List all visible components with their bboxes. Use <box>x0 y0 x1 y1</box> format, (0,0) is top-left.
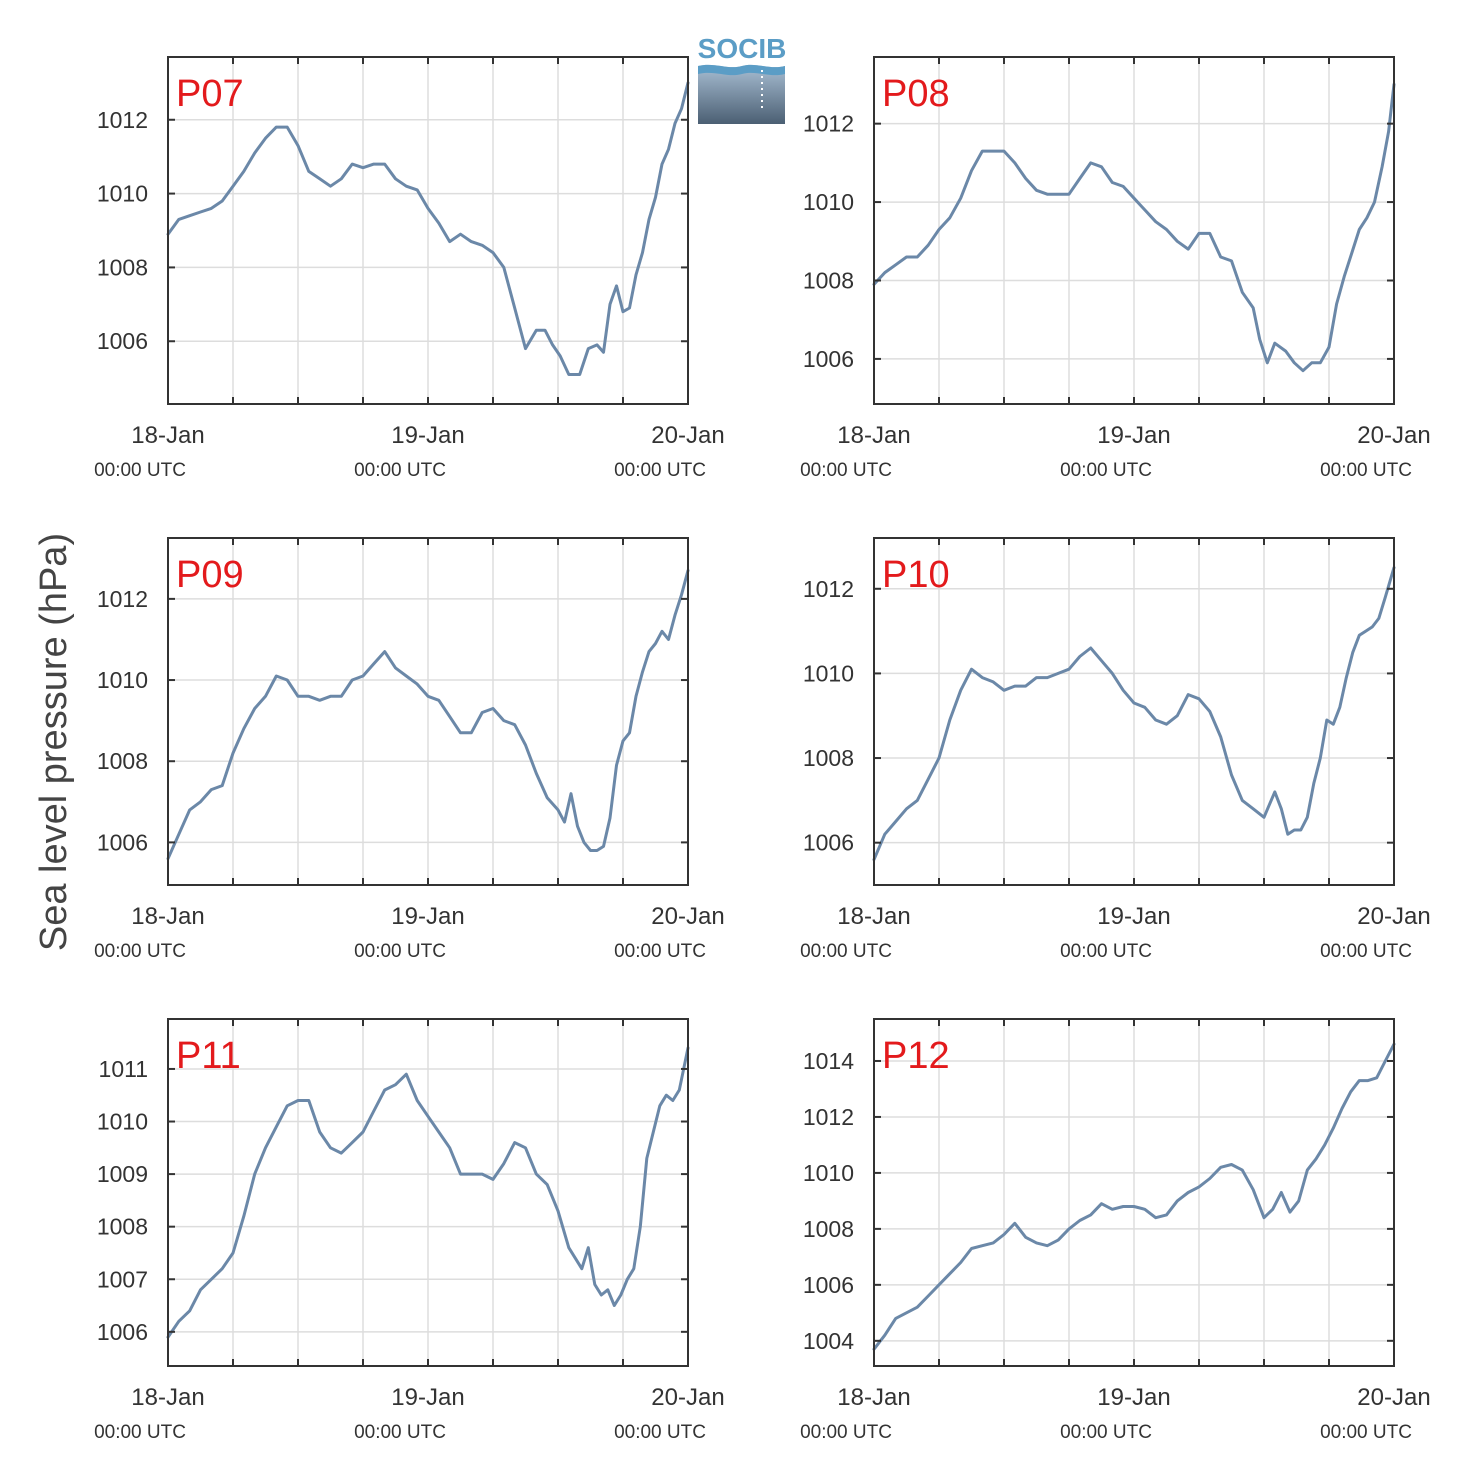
x-tick-label-date: 19-Jan <box>1097 903 1170 930</box>
panel-title: P08 <box>882 73 950 115</box>
logo-text: SOCIB <box>698 33 787 64</box>
x-tick-label-time: 00:00 UTC <box>1320 941 1412 962</box>
y-tick-label: 1012 <box>97 586 148 612</box>
x-tick-label-date: 18-Jan <box>131 903 204 930</box>
y-tick-label: 1012 <box>803 111 854 137</box>
x-tick-label-time: 00:00 UTC <box>1060 1422 1152 1443</box>
panel-title: P07 <box>176 73 244 115</box>
y-tick-label: 1012 <box>97 107 148 133</box>
y-tick-label: 1010 <box>803 189 854 215</box>
y-tick-label: 1014 <box>803 1048 854 1074</box>
x-tick-label-time: 00:00 UTC <box>1320 460 1412 481</box>
y-tick-label: 1009 <box>97 1161 148 1187</box>
x-tick-label-time: 00:00 UTC <box>354 460 446 481</box>
x-tick-label-time: 00:00 UTC <box>800 460 892 481</box>
panel-title: P10 <box>882 554 950 596</box>
x-tick-label-date: 18-Jan <box>837 1384 910 1411</box>
x-tick-label-time: 00:00 UTC <box>1320 1422 1412 1443</box>
y-tick-label: 1006 <box>97 829 148 855</box>
series-line <box>166 1046 690 1339</box>
series-line <box>166 81 690 376</box>
x-tick-label-date: 20-Jan <box>651 422 724 449</box>
x-tick-label-date: 20-Jan <box>1357 1384 1430 1411</box>
panel-p11: 1006 1007 1008 1009 1010 1011 18-Jan 00:00 UTC 1… <box>94 1018 725 1443</box>
x-tick-label-date: 18-Jan <box>131 1384 204 1411</box>
y-tick-label: 1010 <box>97 181 148 207</box>
y-tick-label: 1010 <box>97 667 148 693</box>
panels: 1006 1008 1010 1012 18-Jan 00:00 UTC 19-Jan 00:… <box>94 56 1431 1443</box>
x-tick-label-date: 20-Jan <box>651 903 724 930</box>
socib-logo: SOCIB <box>698 33 787 124</box>
logo-wave-top <box>698 64 785 76</box>
y-tick-label: 1006 <box>97 1319 148 1345</box>
x-tick-label-time: 00:00 UTC <box>94 1422 186 1443</box>
x-tick-label-time: 00:00 UTC <box>1060 460 1152 481</box>
y-tick-label: 1010 <box>803 660 854 686</box>
series-line <box>872 566 1396 862</box>
y-tick-label: 1012 <box>803 1104 854 1130</box>
x-tick-label-date: 18-Jan <box>837 422 910 449</box>
y-tick-label: 1006 <box>97 328 148 354</box>
panel-title: P12 <box>882 1035 950 1077</box>
y-tick-label: 1012 <box>803 576 854 602</box>
x-tick-label-date: 19-Jan <box>1097 1384 1170 1411</box>
logo-wave-icon <box>698 64 785 124</box>
y-tick-label: 1008 <box>803 267 854 293</box>
y-tick-label: 1010 <box>97 1109 148 1135</box>
x-tick-label-date: 20-Jan <box>1357 903 1430 930</box>
y-tick-label: 1008 <box>803 1216 854 1242</box>
y-tick-label: 1008 <box>97 1214 148 1240</box>
panel-p10: 1006 1008 1010 1012 18-Jan 00:00 UTC 19-Jan 00:… <box>800 537 1431 962</box>
panel-title: P09 <box>176 554 244 596</box>
x-tick-label-date: 19-Jan <box>391 903 464 930</box>
x-tick-label-time: 00:00 UTC <box>354 1422 446 1443</box>
x-tick-label-date: 19-Jan <box>391 1384 464 1411</box>
x-tick-label-date: 18-Jan <box>837 903 910 930</box>
panel-p12: 1004 1006 1008 1010 1012 1014 18-Jan 00:00 UTC 1… <box>800 1018 1431 1443</box>
x-tick-label-time: 00:00 UTC <box>94 460 186 481</box>
x-tick-label-time: 00:00 UTC <box>354 941 446 962</box>
x-tick-label-date: 20-Jan <box>651 1384 724 1411</box>
x-tick-label-time: 00:00 UTC <box>1060 941 1152 962</box>
y-tick-label: 1007 <box>97 1266 148 1292</box>
x-tick-label-time: 00:00 UTC <box>614 460 706 481</box>
series-line <box>166 569 690 861</box>
x-tick-label-time: 00:00 UTC <box>614 1422 706 1443</box>
panel-p07: 1006 1008 1010 1012 18-Jan 00:00 UTC 19-Jan 00:… <box>94 56 725 481</box>
y-tick-label: 1006 <box>803 830 854 856</box>
x-tick-label-time: 00:00 UTC <box>800 941 892 962</box>
x-tick-label-date: 20-Jan <box>1357 422 1430 449</box>
series-line <box>872 1042 1396 1351</box>
y-tick-label: 1008 <box>97 254 148 280</box>
y-tick-label: 1006 <box>803 346 854 372</box>
x-tick-label-date: 19-Jan <box>391 422 464 449</box>
y-tick-label: 1011 <box>99 1056 148 1082</box>
x-tick-label-time: 00:00 UTC <box>800 1422 892 1443</box>
panel-p09: 1006 1008 1010 1012 18-Jan 00:00 UTC 19-Jan 00:… <box>94 537 725 962</box>
x-tick-label-date: 19-Jan <box>1097 422 1170 449</box>
panel-p08: 1006 1008 1010 1012 18-Jan 00:00 UTC 19-Jan 00:… <box>800 56 1431 481</box>
y-tick-label: 1004 <box>803 1328 854 1354</box>
y-tick-label: 1006 <box>803 1272 854 1298</box>
panel-title: P11 <box>176 1035 241 1077</box>
x-tick-label-date: 18-Jan <box>131 422 204 449</box>
x-tick-label-time: 00:00 UTC <box>614 941 706 962</box>
series-line <box>872 82 1396 373</box>
y-tick-label: 1010 <box>803 1160 854 1186</box>
y-axis-label: Sea level pressure (hPa) <box>33 533 75 951</box>
y-tick-label: 1008 <box>97 748 148 774</box>
x-tick-label-time: 00:00 UTC <box>94 941 186 962</box>
y-tick-label: 1008 <box>803 745 854 771</box>
